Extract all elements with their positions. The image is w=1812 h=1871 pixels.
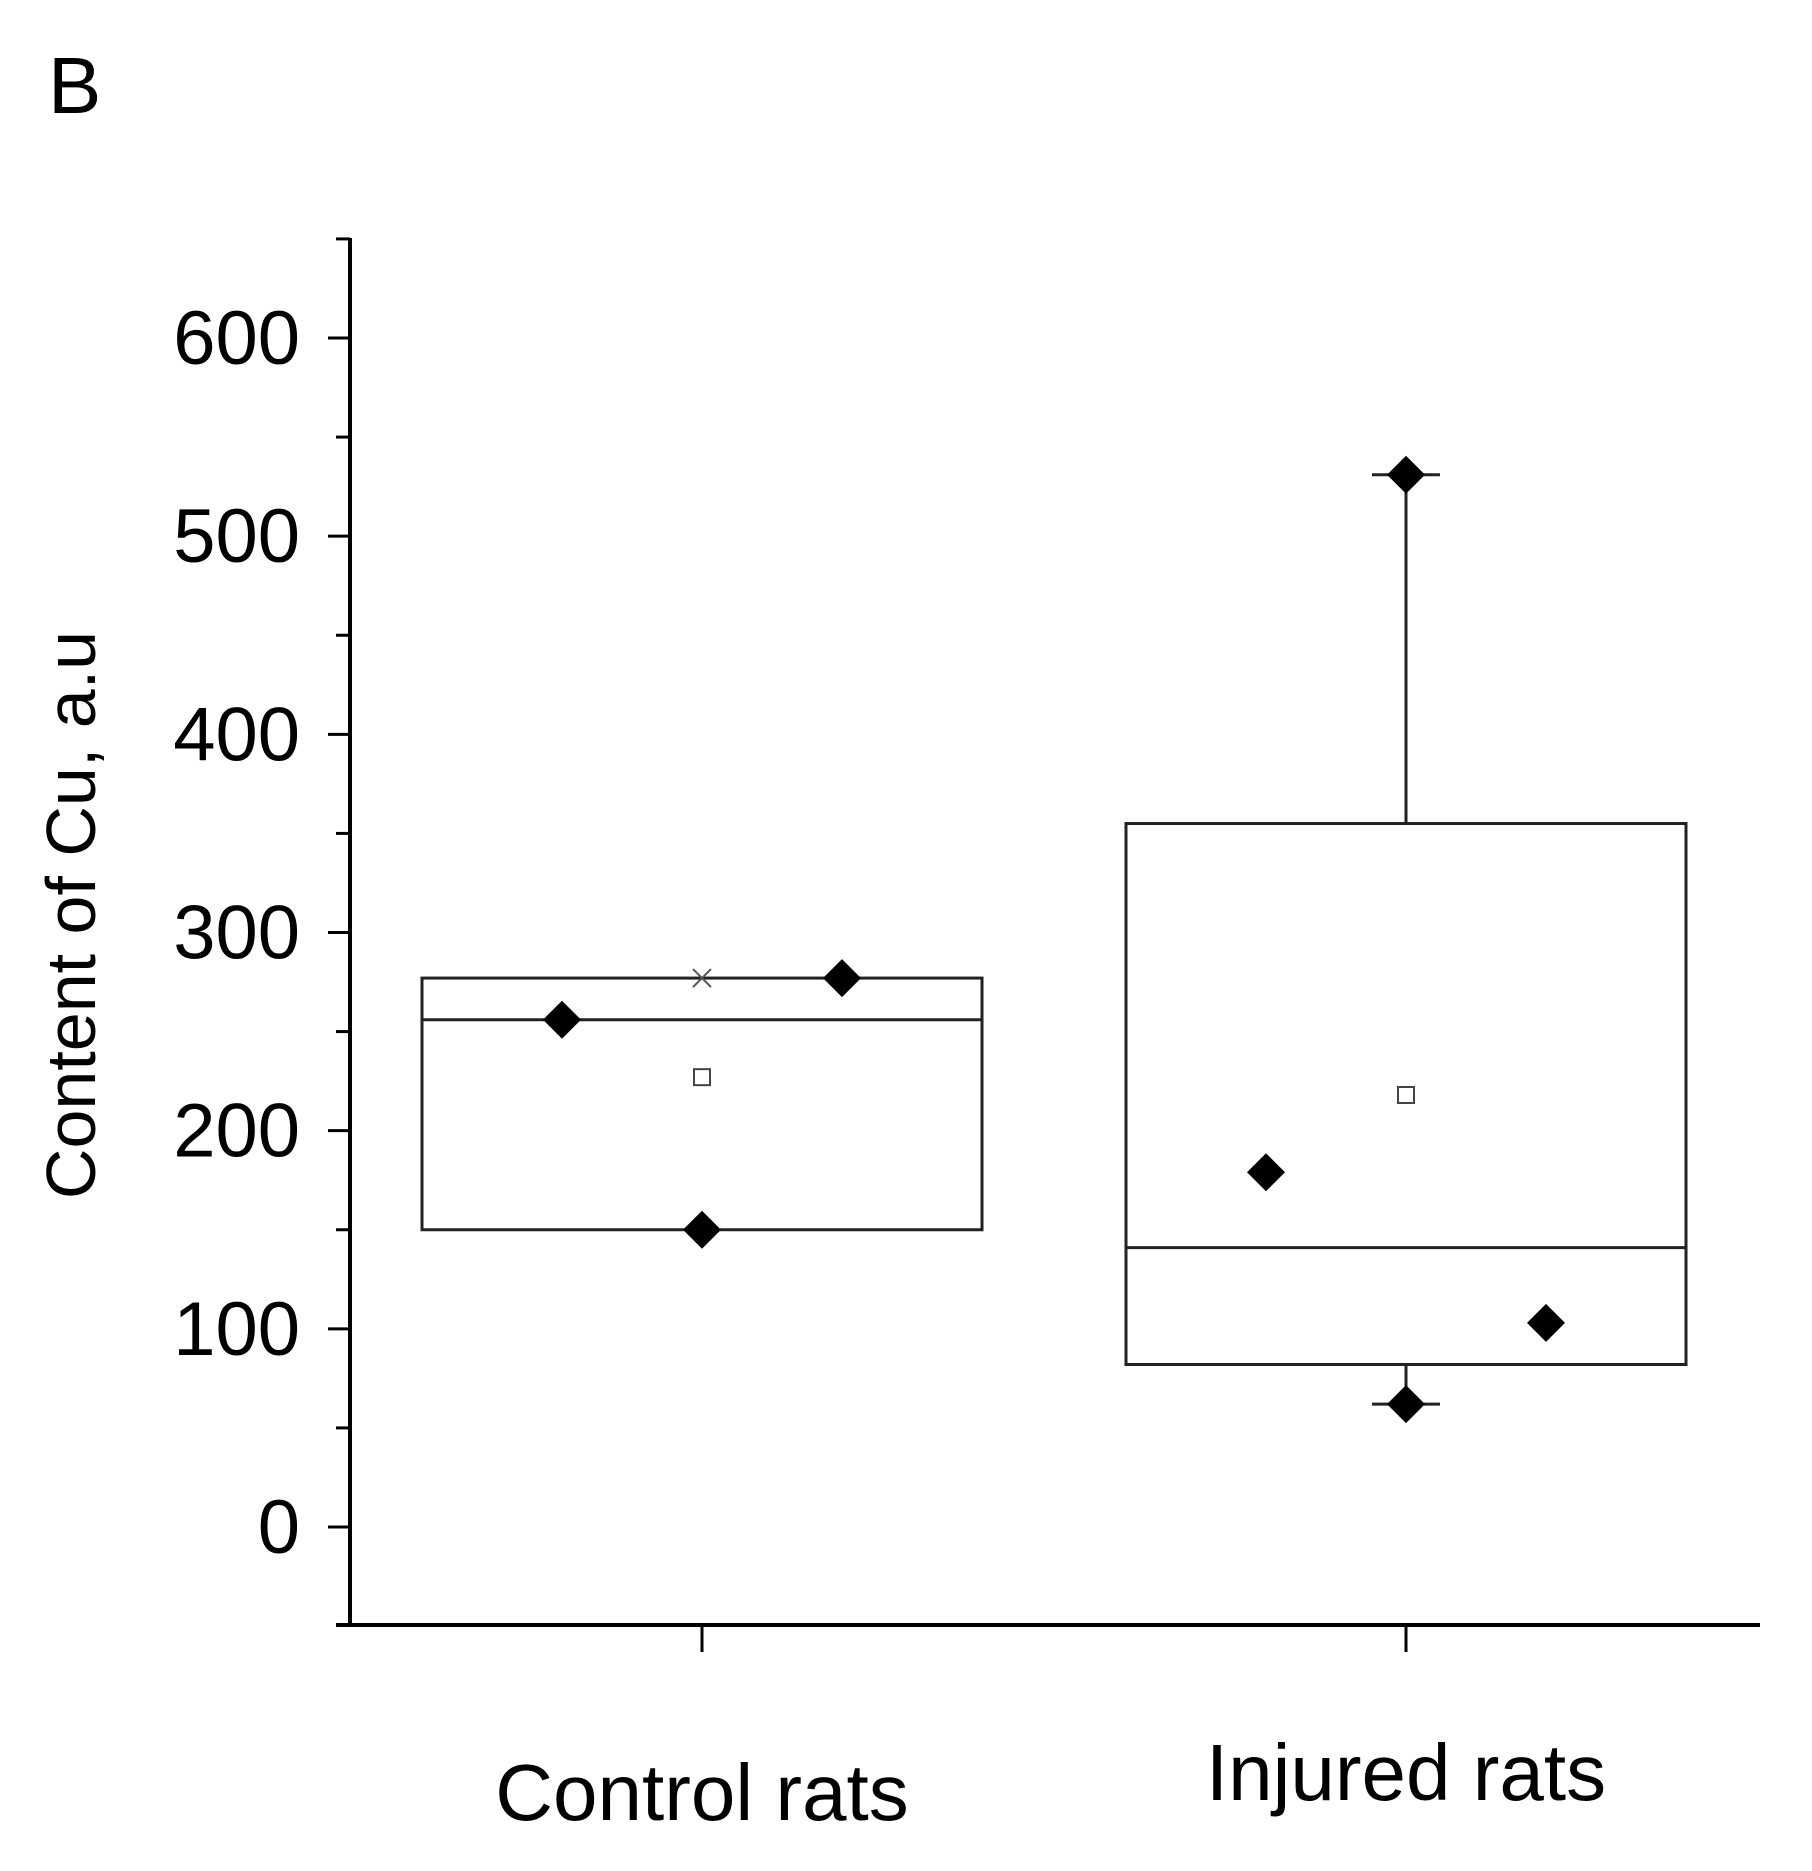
mean-marker (1397, 1085, 1415, 1104)
box-series (420, 455, 1688, 1424)
x-axis-ticks: Control rats Injured rats (495, 1625, 1606, 1837)
data-point (1527, 1303, 1565, 1342)
box-iqr (420, 976, 984, 1232)
mean-marker (693, 1068, 711, 1087)
data-point (823, 959, 861, 998)
data-point (1247, 1153, 1285, 1192)
y-axis-ticks: 0 100 200 300 400 500 600 (173, 237, 350, 1570)
y-tick-label: 600 (173, 296, 300, 381)
y-tick-label: 300 (173, 891, 300, 976)
data-point (1387, 455, 1425, 494)
y-tick-label: 400 (173, 692, 300, 777)
panel-label: B (48, 41, 101, 130)
y-tick-label: 500 (173, 494, 300, 579)
extreme-marker (692, 968, 712, 988)
data-point (683, 1210, 721, 1249)
box-group (1124, 455, 1688, 1424)
x-tick-label: Control rats (495, 1748, 908, 1837)
x-tick-label: Injured rats (1206, 1728, 1606, 1817)
box-group (420, 959, 984, 1249)
y-tick-label: 0 (258, 1485, 300, 1570)
y-tick-label: 100 (173, 1287, 300, 1372)
data-point (1387, 1385, 1425, 1424)
y-tick-label: 200 (173, 1089, 300, 1174)
y-axis-label: Content of Cu, a.u (32, 631, 110, 1199)
data-point (543, 1000, 581, 1039)
box-iqr (1124, 822, 1688, 1367)
